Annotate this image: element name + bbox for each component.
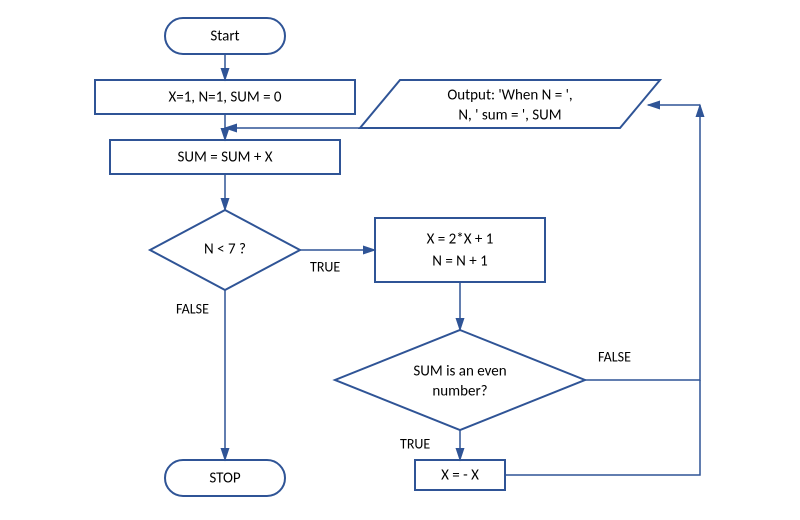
upd-line2: N = N + 1 <box>432 253 487 271</box>
cond1-false-label: FALSE <box>176 300 209 317</box>
cond2-true-label: TRUE <box>400 435 430 452</box>
node-neg: X = - X <box>415 460 505 490</box>
node-sum: SUM = SUM + X <box>110 140 340 174</box>
sum-label: SUM = SUM + X <box>178 149 273 167</box>
upd-line1: X = 2*X + 1 <box>427 231 494 249</box>
node-out: Output: 'When N = ', N, ' sum = ', SUM <box>360 80 660 128</box>
start-label: Start <box>210 28 239 46</box>
node-start: Start <box>165 18 285 54</box>
node-cond2: SUM is an even number? <box>335 330 585 430</box>
edge-cond2-false <box>585 105 700 380</box>
cond2-line2: number? <box>432 383 487 401</box>
node-cond1: N < 7 ? <box>150 210 300 290</box>
cond1-true-label: TRUE <box>310 258 340 275</box>
out-line1: Output: 'When N = ', <box>447 87 572 105</box>
init-label: X=1, N=1, SUM = 0 <box>168 89 281 107</box>
cond2-line1: SUM is an even <box>413 363 506 381</box>
stop-label: STOP <box>209 470 241 488</box>
node-init: X=1, N=1, SUM = 0 <box>95 80 355 114</box>
node-upd: X = 2*X + 1 N = N + 1 <box>375 218 545 282</box>
neg-label: X = - X <box>441 467 479 485</box>
cond1-label: N < 7 ? <box>204 241 246 259</box>
cond2-false-label: FALSE <box>598 348 631 365</box>
node-stop: STOP <box>165 460 285 496</box>
out-line2: N, ' sum = ', SUM <box>458 107 561 125</box>
